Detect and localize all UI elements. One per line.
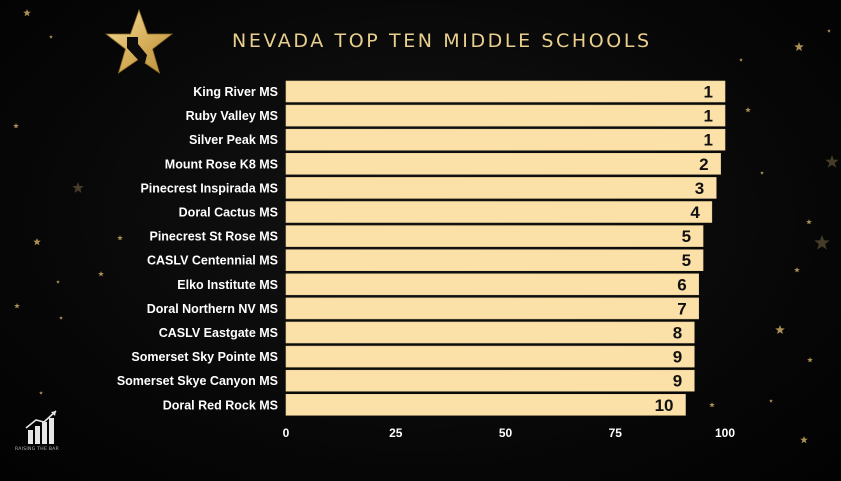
- bar: [285, 297, 699, 320]
- star-icon: [794, 267, 800, 273]
- data-label: 7: [677, 299, 686, 318]
- bar: [285, 201, 713, 223]
- bar: [285, 153, 721, 175]
- star-icon: [23, 9, 31, 17]
- bar: [285, 321, 695, 344]
- category-label: Pinecrest Inspirada MS: [140, 181, 278, 195]
- category-label: Somerset Skye Canyon MS: [117, 374, 278, 388]
- data-label: 6: [677, 275, 686, 294]
- bar: [285, 225, 704, 247]
- star-icon: [39, 391, 43, 395]
- star-icon: [745, 107, 751, 113]
- data-label: 8: [673, 324, 682, 343]
- star-icon: [56, 280, 60, 284]
- category-label: CASLV Centennial MS: [147, 254, 278, 268]
- bar: [285, 273, 699, 296]
- star-icon: [794, 42, 804, 51]
- data-label: 9: [673, 372, 682, 391]
- star-icon: [800, 436, 808, 444]
- category-label: Doral Northern NV MS: [147, 302, 278, 316]
- category-label: Ruby Valley MS: [186, 109, 278, 123]
- data-label: 5: [682, 227, 691, 246]
- star-icon: [117, 235, 123, 241]
- star-icon: [807, 357, 813, 363]
- category-label: Elko Institute MS: [177, 278, 278, 292]
- logo-text: RAISING THE BAR: [15, 447, 60, 452]
- bar: [285, 249, 704, 271]
- background-stars: [13, 9, 839, 444]
- category-labels: King River MS Ruby Valley MS Silver Peak M…: [117, 85, 278, 412]
- x-tick-label: 0: [283, 426, 290, 440]
- x-tick-label: 25: [389, 426, 403, 440]
- star-icon: [709, 402, 715, 408]
- star-icon: [814, 235, 830, 250]
- star-icon: [49, 35, 53, 39]
- category-label: Mount Rose K8 MS: [165, 157, 278, 171]
- bar-chart-growth-logo-icon: [22, 408, 62, 470]
- bar: [285, 80, 726, 103]
- data-label: 3: [695, 179, 704, 198]
- star-icon: [59, 316, 63, 320]
- value-labels: 1 1 1 2 3 4 5 5 6 7 8 9 9 10: [655, 83, 713, 415]
- star-icon: [72, 182, 84, 193]
- category-label: Pinecrest St Rose MS: [149, 230, 278, 244]
- x-axis-ticks: 0 25 50 75 100: [283, 426, 736, 440]
- star-icon: [769, 399, 773, 403]
- star-icon: [14, 303, 20, 309]
- bar: [285, 369, 695, 392]
- bars-layer: [285, 80, 726, 416]
- x-tick-label: 75: [609, 426, 623, 440]
- data-label: 10: [655, 396, 674, 415]
- star-icon: [98, 271, 104, 277]
- data-label: 1: [704, 107, 713, 126]
- data-label: 1: [704, 83, 713, 102]
- star-icon: [827, 29, 831, 33]
- star-icon: [760, 171, 764, 175]
- x-tick-label: 100: [715, 426, 735, 440]
- bar: [285, 393, 686, 416]
- star-icon: [825, 155, 839, 168]
- star-icon: [33, 238, 41, 246]
- category-label: Silver Peak MS: [189, 133, 278, 147]
- bar: [285, 177, 717, 199]
- star-icon: [739, 58, 743, 62]
- category-label: Doral Cactus MS: [179, 206, 278, 220]
- nevada-gold-star-icon: [104, 8, 174, 74]
- data-label: 4: [690, 203, 700, 222]
- star-icon: [775, 325, 785, 334]
- category-label: Somerset Sky Pointe MS: [131, 350, 278, 364]
- data-label: 5: [682, 251, 691, 270]
- star-icon: [13, 123, 19, 129]
- category-label: King River MS: [193, 85, 278, 99]
- x-tick-label: 50: [499, 426, 513, 440]
- data-label: 1: [704, 131, 713, 150]
- bar: [285, 104, 726, 127]
- chart-title: NEVADA TOP TEN MIDDLE SCHOOLS: [232, 30, 652, 52]
- bar: [285, 345, 695, 368]
- star-icon: [806, 219, 812, 225]
- category-label: CASLV Eastgate MS: [159, 326, 278, 340]
- data-label: 2: [699, 155, 708, 174]
- category-label: Doral Red Rock MS: [163, 398, 278, 412]
- bar: [285, 128, 726, 151]
- data-label: 9: [673, 348, 682, 367]
